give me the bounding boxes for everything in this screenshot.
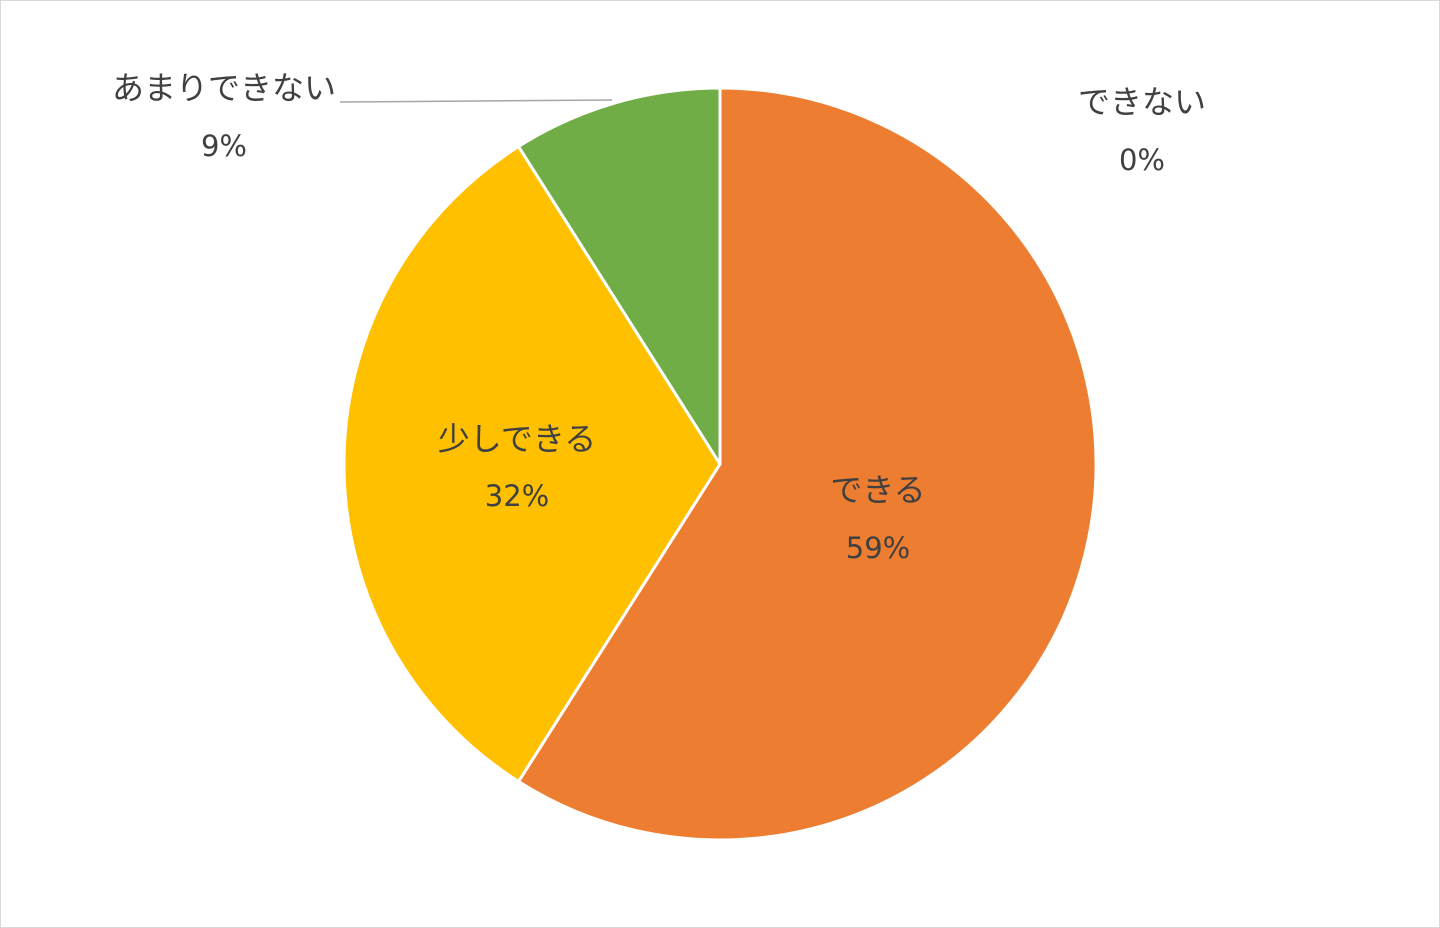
slice-0 (517, 86, 1098, 842)
percent-label-1: 32% (485, 479, 549, 513)
category-label-2: あまりできない (112, 69, 336, 107)
slice-2 (517, 86, 722, 466)
leader-lines (339, 99, 613, 103)
percent-label-2: 9% (201, 129, 247, 163)
percent-label-0: 59% (846, 531, 910, 565)
pie-slices (342, 86, 1098, 842)
leader-line-2 (339, 99, 613, 103)
category-label-1: 少しできる (438, 420, 596, 458)
slice-1 (342, 145, 722, 783)
percent-label-3: 0% (1119, 143, 1165, 177)
category-label-3: できない (1078, 83, 1206, 121)
data-labels: できる 59% 少しできる 32% あまりできない 9% できない 0% (112, 69, 1206, 565)
category-label-0: できる (830, 471, 925, 509)
